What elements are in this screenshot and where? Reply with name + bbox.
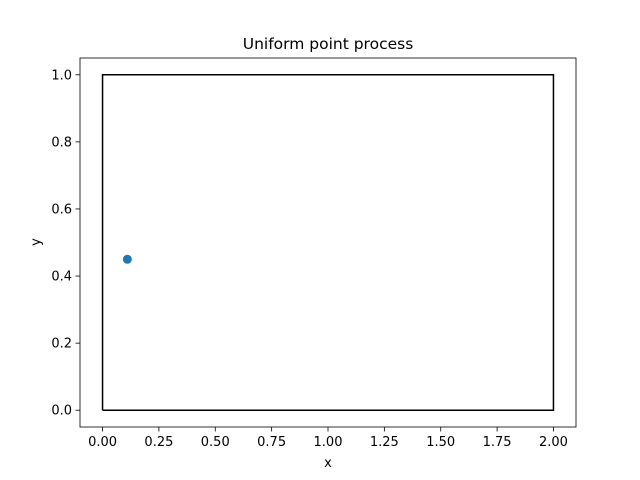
y-axis: 0.0 0.2 0.4 0.6 0.8 1.0 (51, 68, 80, 419)
x-tick-label: 1.00 (314, 435, 343, 450)
y-tick-label: 0.8 (51, 135, 72, 150)
x-tick-label: 1.25 (370, 435, 399, 450)
chart-title: Uniform point process (243, 35, 414, 53)
points-layer (122, 254, 132, 264)
x-axis: 0.00 0.25 0.50 0.75 1.00 1.25 1.50 1.75 2.00 (88, 427, 568, 450)
data-point (122, 254, 132, 264)
y-tick-label: 0.4 (51, 270, 72, 285)
x-tick-label: 1.50 (426, 435, 455, 450)
x-tick-label: 0.75 (257, 435, 286, 450)
x-tick-label: 0.50 (201, 435, 230, 450)
x-tick-label: 0.25 (144, 435, 173, 450)
y-tick-label: 0.6 (51, 202, 72, 217)
x-tick-label: 2.00 (539, 435, 568, 450)
x-tick-label: 1.75 (483, 435, 512, 450)
x-tick-label: 0.00 (88, 435, 117, 450)
plot-area (101, 74, 555, 411)
window-boundary-line (101, 74, 555, 411)
y-tick-label: 0.2 (51, 337, 72, 352)
y-tick-label: 1.0 (51, 68, 72, 83)
y-tick-label: 0.0 (51, 404, 72, 419)
x-axis-label: x (324, 456, 332, 471)
y-axis-label: y (29, 238, 44, 246)
